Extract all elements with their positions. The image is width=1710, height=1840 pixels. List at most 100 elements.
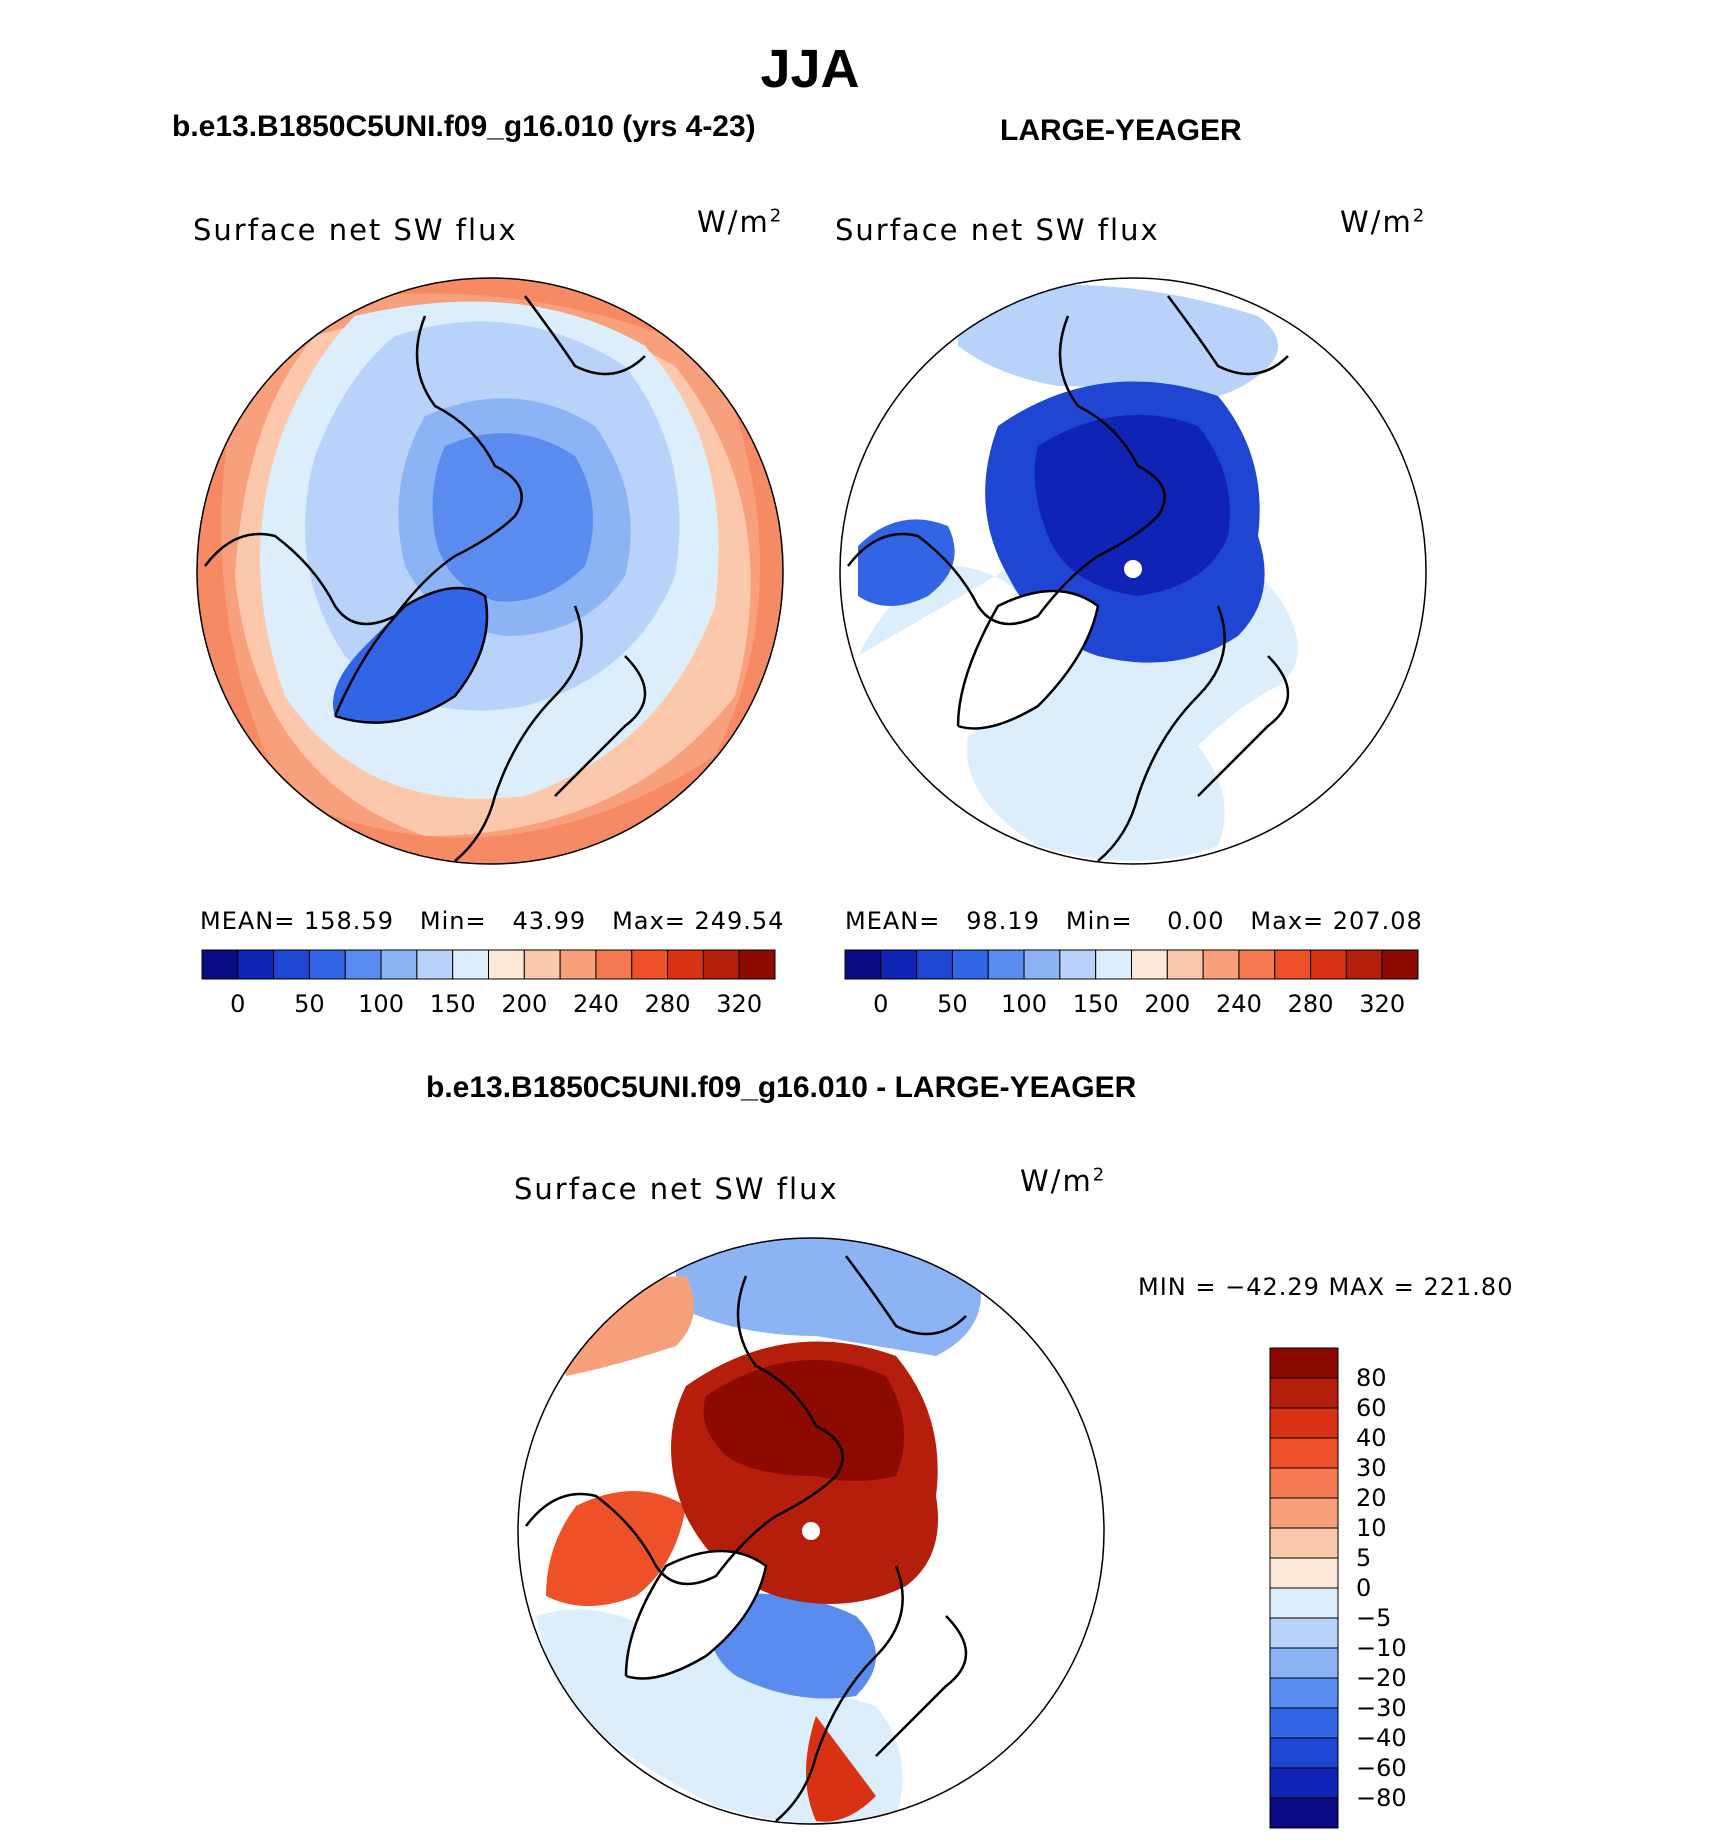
diff-colorbar-swatch	[1269, 1407, 1339, 1439]
right-polar-map	[839, 277, 1427, 865]
left-polar-map	[196, 277, 784, 865]
map-ice-deep-blue	[1034, 414, 1230, 596]
diff-minmax: MIN = −42.29 MAX = 221.80	[1138, 1273, 1514, 1301]
right-colorbar-swatch	[1310, 949, 1347, 980]
left-colorbar-swatch	[452, 949, 489, 980]
left-colorbar-swatch	[631, 949, 669, 980]
diff-colorbar-tick-label: 5	[1356, 1544, 1372, 1572]
map-greenland	[333, 588, 487, 723]
left-colorbar-swatch	[702, 949, 740, 980]
diff-colorbar-swatch	[1269, 1617, 1339, 1649]
diff-colorbar-tick-label: 30	[1356, 1454, 1387, 1482]
pole-marker	[802, 1522, 820, 1540]
diff-colorbar-swatch	[1269, 1377, 1339, 1409]
left-units-label: W/m2	[697, 205, 782, 239]
map-field-red-rim	[806, 1716, 876, 1822]
diff-colorbar-tick-label: 0	[1356, 1574, 1372, 1602]
left-stats: MEAN= 158.59 Min= 43.99 Max= 249.54	[200, 907, 785, 935]
diff-colorbar-swatch	[1269, 1557, 1339, 1589]
map-field-light-blue	[676, 1238, 981, 1356]
left-colorbar-tick-label: 240	[573, 990, 619, 1018]
diff-colorbar-swatch	[1269, 1497, 1339, 1529]
map-coastline	[204, 295, 647, 862]
right-colorbar-swatch	[1202, 949, 1240, 980]
right-colorbar-tick-label: 50	[937, 990, 968, 1018]
diff-colorbar-tick-label: −20	[1356, 1664, 1407, 1692]
right-colorbar-swatch	[1274, 949, 1312, 980]
diff-colorbar-swatch	[1269, 1707, 1339, 1739]
diff-colorbar-tick-label: −80	[1356, 1784, 1407, 1812]
diff-polar-map	[517, 1237, 1105, 1825]
diff-colorbar-tick-label: 20	[1356, 1484, 1387, 1512]
right-colorbar-tick-label: 150	[1072, 990, 1119, 1018]
right-colorbar-swatch	[1131, 949, 1168, 980]
diff-colorbar-tick-label: −60	[1356, 1754, 1407, 1782]
left-colorbar-swatch	[595, 949, 633, 980]
pole-marker	[1124, 560, 1142, 578]
left-colorbar-tick-label: 320	[716, 990, 763, 1018]
diff-variable-label: Surface net SW flux	[514, 1172, 839, 1206]
diff-colorbar-swatch	[1269, 1437, 1339, 1469]
left-colorbar-swatch	[308, 949, 346, 980]
diff-colorbar-swatch	[1269, 1737, 1339, 1769]
left-colorbar-swatch	[380, 949, 418, 980]
left-colorbar-tick-label: 0	[230, 990, 246, 1018]
left-colorbar-tick-label: 200	[501, 990, 548, 1018]
right-colorbar-swatch	[844, 949, 882, 980]
left-colorbar-swatch	[237, 949, 275, 980]
right-colorbar-tick-label: 320	[1359, 990, 1406, 1018]
map-coastline	[847, 295, 1290, 862]
diff-case-title: b.e13.B1850C5UNI.f09_g16.010 - LARGE-YEA…	[426, 1071, 1137, 1104]
diff-colorbar-swatch	[1269, 1677, 1339, 1709]
left-colorbar-swatch	[488, 949, 525, 980]
left-colorbar-swatch	[523, 949, 561, 980]
right-colorbar-ticks: 0 50 100 150 200 240 280 320	[845, 990, 1418, 1020]
right-colorbar-swatch	[1059, 949, 1097, 980]
map-field-deepest-red	[703, 1360, 904, 1481]
right-units-label: W/m2	[1340, 205, 1425, 239]
left-colorbar-swatch	[738, 949, 776, 980]
diff-colorbar-swatch	[1269, 1797, 1339, 1829]
diff-colorbar-tick-label: −30	[1356, 1694, 1407, 1722]
right-variable-label: Surface net SW flux	[835, 213, 1160, 247]
diff-colorbar-tick-label: 40	[1356, 1424, 1387, 1452]
map-field-blue-patch	[858, 519, 955, 606]
left-colorbar-swatch	[667, 949, 704, 980]
map-field-blue	[709, 1593, 876, 1699]
diff-colorbar-tick-label: −5	[1356, 1604, 1392, 1632]
diff-colorbar-swatch	[1269, 1767, 1339, 1799]
right-colorbar-swatch	[951, 949, 989, 980]
diff-units-label: W/m2	[1020, 1164, 1105, 1198]
diff-colorbar-tick-label: 80	[1356, 1364, 1387, 1392]
right-colorbar-swatch	[1238, 949, 1276, 980]
right-colorbar-tick-label: 280	[1287, 990, 1334, 1018]
left-colorbar-tick-label: 280	[644, 990, 691, 1018]
diff-colorbar-swatch	[1269, 1587, 1339, 1619]
diff-colorbar-swatch	[1269, 1527, 1339, 1559]
figure-title: JJA	[760, 39, 860, 99]
left-colorbar-swatch	[416, 949, 454, 980]
left-variable-label: Surface net SW flux	[193, 213, 518, 247]
right-colorbar-swatch	[1023, 949, 1061, 980]
diff-colorbar-swatch	[1269, 1647, 1339, 1679]
right-stats: MEAN= 98.19 Min= 0.00 Max= 207.08	[845, 907, 1423, 935]
right-colorbar-swatch	[1381, 949, 1419, 980]
right-colorbar	[844, 949, 1419, 980]
right-colorbar-swatch	[987, 949, 1025, 980]
right-case-title: LARGE-YEAGER	[1000, 114, 1242, 147]
diff-colorbar-swatch	[1269, 1347, 1339, 1379]
diff-colorbar-tick-label: −40	[1356, 1724, 1407, 1752]
left-colorbar-tick-label: 150	[429, 990, 476, 1018]
diff-colorbar-tick-label: 10	[1356, 1514, 1387, 1542]
right-colorbar-swatch	[880, 949, 918, 980]
right-colorbar-swatch	[1095, 949, 1132, 980]
right-colorbar-tick-label: 0	[873, 990, 889, 1018]
left-colorbar-swatch	[273, 949, 310, 980]
right-colorbar-swatch	[1345, 949, 1383, 980]
left-colorbar-ticks: 0 50 100 150 200 240 280 320	[202, 990, 775, 1020]
right-colorbar-tick-label: 200	[1144, 990, 1191, 1018]
map-field-orange-top	[556, 1276, 694, 1376]
left-case-title: b.e13.B1850C5UNI.f09_g16.010 (yrs 4-23)	[172, 110, 756, 143]
diff-colorbar-tick-label: 60	[1356, 1394, 1387, 1422]
diff-colorbar	[1269, 1347, 1339, 1829]
